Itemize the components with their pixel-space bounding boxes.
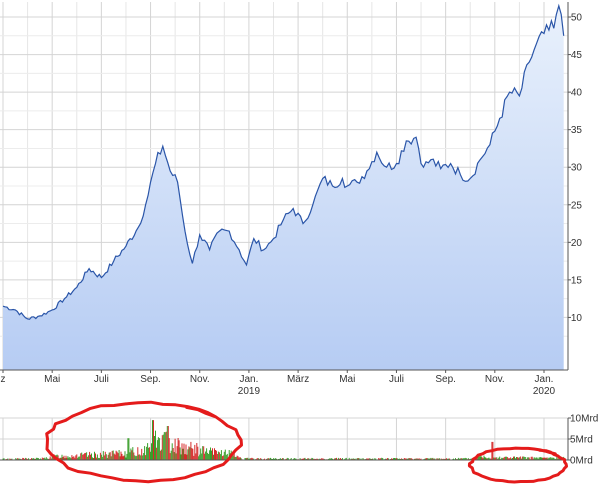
- price-x-tick-label: Mai: [339, 374, 355, 385]
- price-x-tick-label: Juli: [94, 374, 109, 385]
- price-x-year-label: 2019: [238, 386, 261, 397]
- price-x-tick-label: Nov.: [190, 374, 210, 385]
- price-y-tick-label: 45: [571, 50, 583, 61]
- price-x-tick-label: z: [1, 374, 6, 385]
- price-y-tick-label: 30: [571, 163, 583, 174]
- price-x-year-label: 2020: [533, 386, 556, 397]
- price-x-tick-label: Mai: [44, 374, 60, 385]
- price-y-tick-label: 50: [571, 13, 583, 24]
- volume-y-tick-label: 5Mrd: [570, 435, 593, 446]
- volume-y-tick-label: 0Mrd: [570, 456, 593, 467]
- volume-y-tick-label: 10Mrd: [570, 414, 598, 425]
- price-x-tick-label: Juli: [389, 374, 404, 385]
- price-y-tick-label: 40: [571, 88, 583, 99]
- price-line: [2, 3, 565, 320]
- price-y-tick-label: 10: [571, 313, 583, 324]
- price-x-tick-label: Jan.: [239, 374, 258, 385]
- price-x-tick-label: Sep.: [140, 374, 161, 385]
- price-y-tick-label: 35: [571, 125, 583, 136]
- annotation-ellipse: [467, 446, 568, 484]
- price-y-tick-label: 20: [571, 238, 583, 249]
- price-x-tick-label: Jan.: [535, 374, 554, 385]
- annotation-layer: [45, 400, 568, 484]
- price-y-tick-label: 25: [571, 200, 583, 211]
- price-area: [3, 5, 564, 371]
- price-y-tick-label: 15: [571, 275, 583, 286]
- price-x-tick-label: Nov.: [485, 374, 505, 385]
- annotation-ellipse: [45, 400, 243, 484]
- price-x-tick-label: März: [287, 374, 309, 385]
- price-x-tick-label: Sep.: [435, 374, 456, 385]
